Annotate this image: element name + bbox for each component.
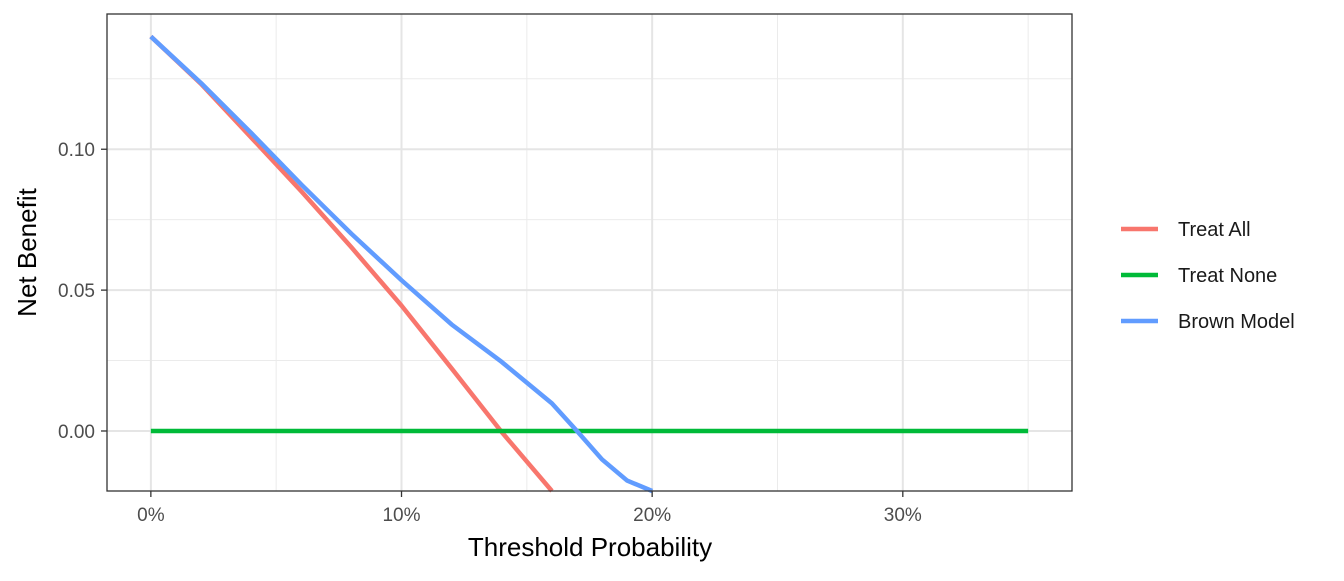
axes: 0% 10% 20% 30% 0.00 0.05 0.10 — [58, 140, 922, 526]
x-tick-label: 30% — [884, 505, 922, 526]
x-tick-label: 10% — [382, 505, 420, 526]
legend-item-brown-model: Brown Model — [1121, 311, 1295, 333]
y-axis-title: Net Benefit — [12, 187, 42, 316]
x-tick-label: 20% — [633, 505, 671, 526]
series-line-brown-model — [149, 34, 654, 494]
legend-item-treat-none: Treat None — [1121, 265, 1277, 287]
series-lines — [149, 34, 1029, 494]
legend-label: Treat None — [1178, 265, 1277, 287]
legend-item-treat-all: Treat All — [1121, 219, 1251, 241]
y-tick-label: 0.00 — [58, 422, 95, 443]
x-axis-title: Threshold Probability — [468, 532, 712, 562]
legend-label: Brown Model — [1178, 311, 1295, 333]
y-tick-label: 0.05 — [58, 281, 95, 302]
grid — [107, 14, 1072, 491]
x-tick-label: 0% — [137, 505, 165, 526]
series-line-treat-all — [149, 34, 554, 493]
y-tick-label: 0.10 — [58, 140, 95, 161]
legend-label: Treat All — [1178, 219, 1251, 241]
legend: Treat All Treat None Brown Model — [1121, 219, 1295, 333]
plot-panel-border — [106, 13, 1073, 492]
